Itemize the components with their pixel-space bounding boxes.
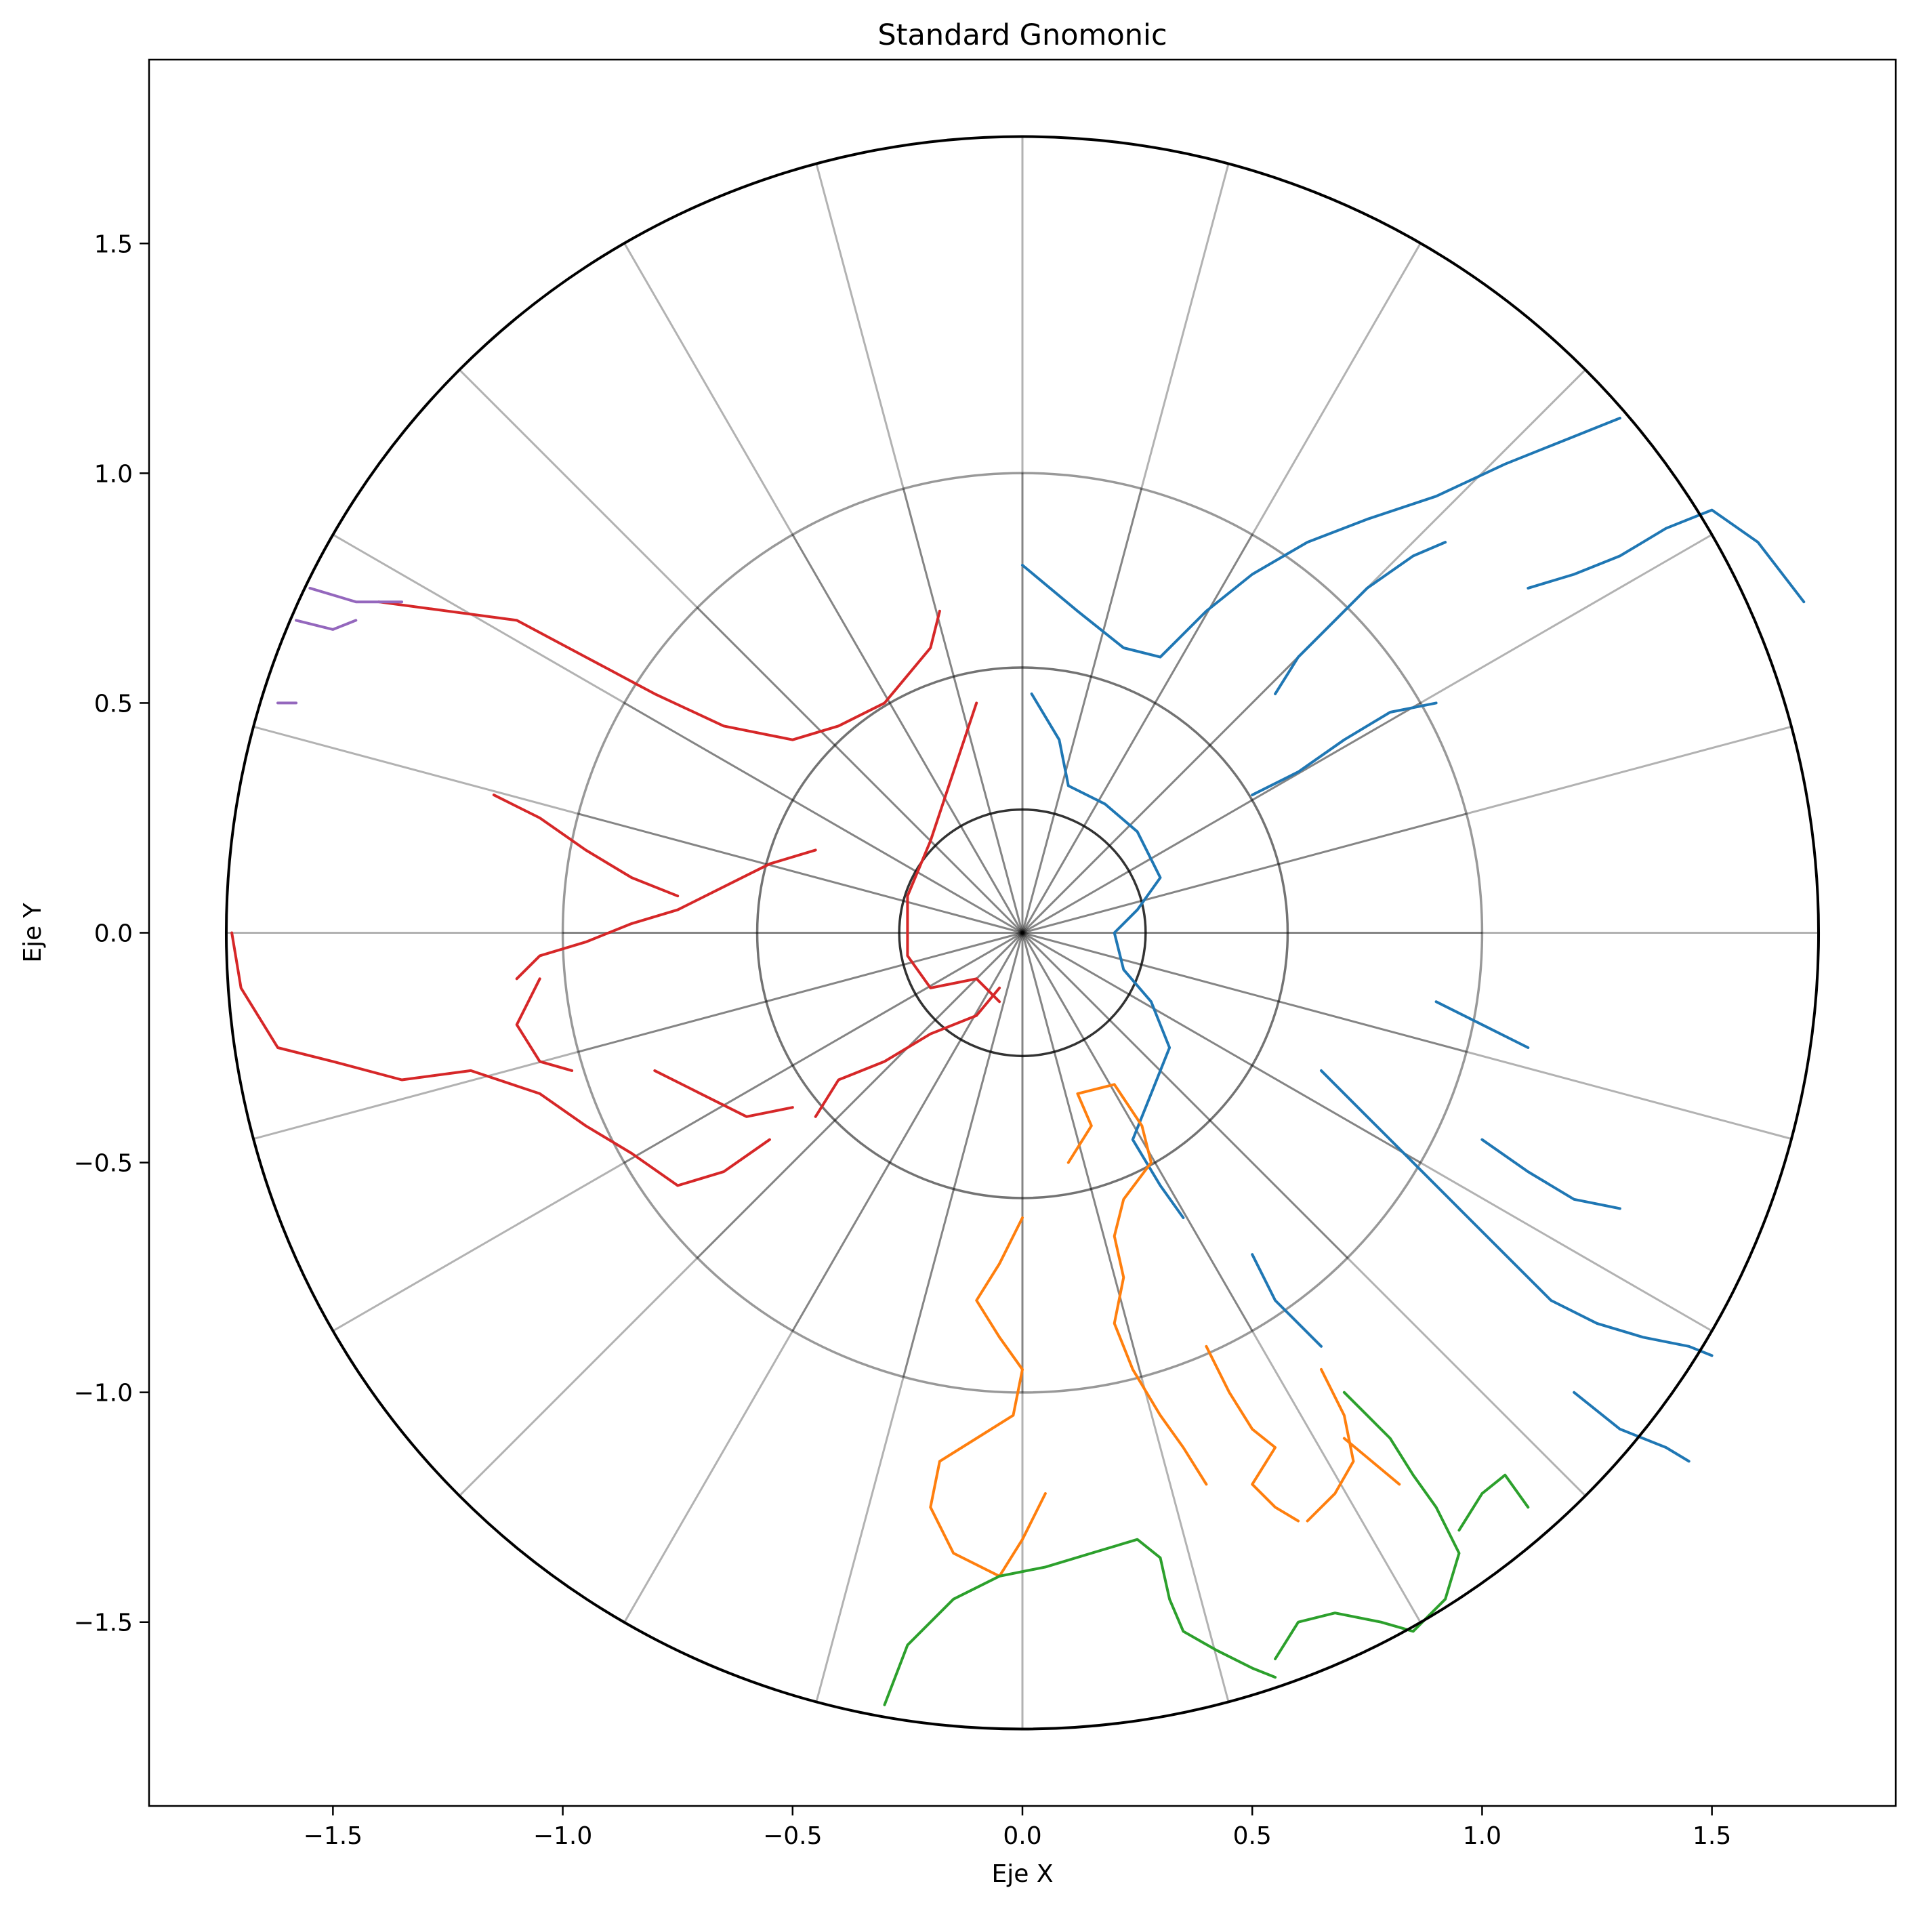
x-tick-label: −1.5: [304, 1822, 362, 1850]
meridian-inner-line: [1021, 607, 1348, 934]
meridian-inner-line: [578, 932, 1023, 1053]
chart-title: Standard Gnomonic: [877, 18, 1167, 52]
meridian-line: [1021, 932, 1586, 1497]
coastline-path: [230, 931, 771, 1187]
meridian-line: [1021, 932, 1422, 1623]
y-tick-label: 1.0: [94, 460, 133, 488]
coastline-path: [906, 701, 1001, 1004]
coastline-path: [1342, 1437, 1401, 1486]
coastline-path: [1274, 541, 1447, 695]
x-tick-label: 0.5: [1233, 1822, 1272, 1850]
x-tick-label: −0.5: [763, 1822, 822, 1850]
meridian-inner-line: [902, 488, 1024, 933]
meridian-inner-line: [1021, 488, 1143, 933]
coastline-path: [1066, 1083, 1208, 1486]
y-tick-label: −0.5: [74, 1150, 133, 1178]
coastline-path: [1021, 417, 1621, 659]
meridian-line: [1022, 932, 1713, 1332]
meridian-inner-line: [623, 932, 1023, 1164]
coastline-path: [1274, 1391, 1461, 1660]
meridian-line: [815, 163, 1024, 933]
meridian-line: [623, 243, 1024, 934]
y-axis-ticks: −1.5 −1.0 −0.5 0.0 0.5 1.0 1.5: [74, 230, 149, 1637]
coastline-path: [1251, 1253, 1323, 1348]
projection-boundary-circle: [224, 135, 1821, 1731]
parallel-circle: [755, 666, 1289, 1199]
coastline-path: [1480, 1138, 1621, 1210]
meridian-line: [1021, 932, 1230, 1702]
y-tick-label: 1.5: [94, 230, 133, 258]
coastline-path: [883, 1538, 1277, 1706]
x-axis-label: Eje X: [991, 1860, 1053, 1888]
meridian-inner-line: [623, 701, 1023, 934]
meridian-line: [1021, 243, 1422, 934]
y-tick-label: 0.5: [94, 690, 133, 718]
y-tick-label: −1.0: [74, 1380, 133, 1407]
coastline-group: [1021, 417, 1806, 1463]
meridian-line: [253, 725, 1023, 934]
coastline-path: [653, 1069, 794, 1118]
coastline-path: [295, 619, 358, 631]
meridian-inner-line: [1022, 813, 1467, 934]
parallel-gridlines: [561, 472, 1484, 1394]
coastline-path: [814, 986, 1001, 1118]
coastline-path: [1434, 1000, 1530, 1049]
parallel-circle: [561, 472, 1484, 1394]
x-tick-label: 1.5: [1693, 1822, 1731, 1850]
coastline-group: [230, 600, 1001, 1187]
meridian-inner-line: [1021, 932, 1348, 1259]
meridian-line: [332, 533, 1023, 934]
meridian-inner-line: [578, 813, 1023, 934]
coastline-group: [883, 1391, 1530, 1706]
x-tick-label: 0.0: [1003, 1822, 1041, 1850]
meridian-line: [253, 932, 1023, 1140]
coastline-path: [515, 848, 817, 981]
parallel-circle: [898, 808, 1147, 1058]
y-tick-label: −1.5: [74, 1609, 133, 1637]
meridian-inner-line: [1022, 932, 1422, 1164]
coastline-path: [1320, 1069, 1714, 1357]
meridian-line: [459, 932, 1024, 1497]
meridian-line: [1022, 725, 1792, 934]
meridian-line: [1022, 932, 1792, 1140]
coastline-path: [1306, 1368, 1355, 1523]
coastline-path: [377, 600, 941, 741]
meridian-inner-line: [1021, 932, 1143, 1378]
coastline-path: [1527, 508, 1806, 604]
meridian-line: [332, 932, 1023, 1332]
meridian-gridlines: [226, 136, 1819, 1729]
y-tick-label: 0.0: [94, 920, 133, 948]
x-tick-label: 1.0: [1463, 1822, 1501, 1850]
meridian-inner-line: [791, 932, 1024, 1332]
x-tick-label: −1.0: [533, 1822, 592, 1850]
meridian-line: [1021, 163, 1230, 933]
meridian-inner-line: [697, 607, 1024, 934]
coastline-path: [1573, 1391, 1691, 1463]
coastline-group: [276, 586, 404, 705]
coastline-path: [1030, 692, 1185, 1219]
coastline-path: [492, 794, 680, 898]
meridian-line: [459, 369, 1024, 934]
meridian-inner-line: [1021, 932, 1253, 1332]
coastline-path: [308, 586, 404, 604]
meridian-inner-line: [1022, 932, 1467, 1053]
meridian-inner-line: [697, 932, 1024, 1259]
coastline-layer: [230, 417, 1806, 1706]
y-axis-label: Eje Y: [19, 902, 47, 962]
coastline-path: [515, 977, 574, 1072]
meridian-inner-line: [902, 932, 1024, 1378]
meridian-inner-line: [791, 534, 1024, 934]
coastline-path: [1251, 701, 1438, 797]
meridian-inner-line: [1022, 701, 1422, 934]
meridian-inner-line: [1021, 534, 1253, 934]
meridian-line: [623, 932, 1024, 1623]
meridian-line: [815, 932, 1024, 1702]
meridian-line: [1022, 533, 1713, 934]
coastline-path: [1457, 1473, 1530, 1532]
x-axis-ticks: −1.5 −1.0 −0.5 0.0 0.5 1.0 1.5: [304, 1806, 1731, 1850]
coastline-path: [1205, 1344, 1300, 1523]
